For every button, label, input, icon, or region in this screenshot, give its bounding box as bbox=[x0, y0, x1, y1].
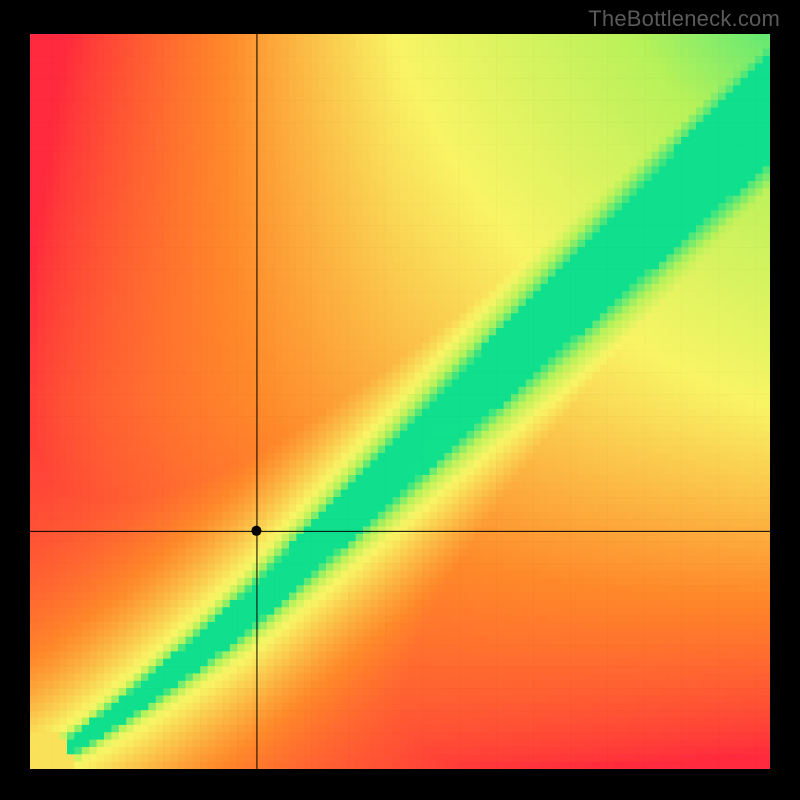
chart-container: TheBottleneck.com bbox=[0, 0, 800, 800]
heatmap-plot bbox=[30, 34, 770, 769]
watermark-text: TheBottleneck.com bbox=[588, 6, 780, 32]
heatmap-canvas bbox=[30, 34, 770, 769]
